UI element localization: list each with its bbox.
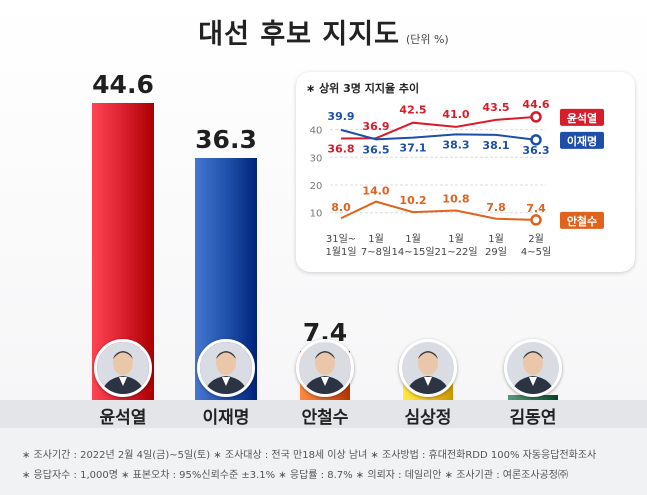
candidate-portrait-4 [399, 339, 457, 397]
data-label-2-2: 36.5 [362, 143, 389, 156]
trend-chart-title: ∗ 상위 3명 지지율 추이 [306, 80, 419, 96]
footer-line-1: ∗ 조사기간 : 2022년 2월 4일(금)~5일(토) ∗ 조사대상 : 전… [22, 450, 597, 461]
x-tick-5-1: 1월 [488, 233, 504, 245]
data-label-1-3: 42.5 [399, 104, 426, 117]
data-label-2-1: 39.9 [327, 110, 354, 123]
candidate-name-2: 이재명 [202, 408, 250, 428]
bar-value-label-2: 36.3 [195, 124, 257, 154]
bar-value-label-1: 44.6 [92, 69, 154, 99]
data-label-2-5: 38.1 [482, 139, 509, 152]
chart-title-row: 대선 후보 지지도 (단위 %) [0, 12, 647, 51]
legend-label-2: 이재명 [567, 134, 597, 148]
trend-title-mark: ∗ [306, 82, 316, 95]
name-strip [0, 400, 647, 428]
candidate-name-5: 김동연 [509, 408, 557, 428]
candidate-name-1: 윤석열 [99, 408, 147, 428]
trend-line-chart: 10 20 30 40 36.8 36.9 42.5 41.0 43.5 44.6 윤석열 39.9 3… [310, 98, 604, 258]
y-tick-20: 20 [310, 181, 323, 192]
data-label-1-1: 36.8 [327, 142, 354, 155]
x-tick-2-2: 7~8일 [361, 246, 391, 258]
data-label-1-5: 43.5 [482, 101, 509, 114]
series-endpoint-3 [530, 214, 542, 226]
x-tick-6-1: 2월 [528, 233, 544, 245]
legend-badge-2 [560, 131, 604, 149]
candidate-portrait-5 [504, 339, 562, 397]
trend-chart-panel: ∗ 상위 3명 지지율 추이 10 20 30 40 36.8 36.9 42.5 41.0 4… [296, 72, 635, 272]
data-label-3-3: 10.2 [399, 194, 426, 207]
y-tick-10: 10 [310, 209, 323, 220]
y-tick-40: 40 [310, 126, 323, 137]
candidate-name-4: 심상정 [404, 408, 452, 428]
data-label-3-2: 14.0 [362, 185, 389, 198]
series-endpoint-2 [530, 134, 542, 146]
x-tick-1-2: 1월1일 [325, 246, 356, 258]
candidate-portrait-1 [94, 339, 152, 397]
x-tick-6-2: 4~5일 [521, 246, 551, 258]
x-tick-2-1: 1월 [368, 233, 384, 245]
series-endpoint-1 [530, 111, 542, 123]
data-label-1-4: 41.0 [442, 108, 469, 121]
candidate-name-3: 안철수 [301, 408, 349, 428]
data-label-2-4: 38.3 [442, 138, 469, 151]
legend-label-1: 윤석열 [567, 111, 597, 125]
x-tick-5-2: 29일 [485, 246, 507, 258]
trend-title-text: 상위 3명 지지율 추이 [319, 82, 420, 95]
x-tick-3-1: 1월 [405, 233, 421, 245]
x-tick-1-1: 31일~ [326, 233, 356, 245]
legend-badge-3 [560, 211, 604, 229]
data-label-3-6: 7.4 [526, 202, 546, 215]
bar-5 [508, 395, 558, 400]
x-tick-4-1: 1월 [448, 233, 464, 245]
data-label-3-4: 10.8 [442, 192, 469, 205]
legend-label-3: 안철수 [567, 214, 597, 228]
candidate-portrait-2 [197, 339, 255, 397]
series-line-3 [340, 200, 537, 221]
y-tick-30: 30 [310, 153, 323, 164]
series-line-2 [340, 128, 537, 141]
legend-badge-1 [560, 108, 604, 126]
x-tick-3-2: 14~15일 [391, 246, 434, 258]
data-label-1-6: 44.6 [522, 98, 549, 111]
footer-line-2: ∗ 응답자수 : 1,000명 ∗ 표본오차 : 95%신뢰수준 ±3.1% ∗… [22, 470, 568, 481]
survey-footer: ∗ 조사기간 : 2022년 2월 4일(금)~5일(토) ∗ 조사대상 : 전… [0, 428, 647, 495]
data-label-3-1: 8.0 [331, 201, 351, 214]
data-label-3-5: 7.8 [486, 201, 506, 214]
candidate-portrait-3 [296, 339, 354, 397]
unit-note: (단위 %) [405, 33, 449, 46]
data-label-1-2: 36.9 [362, 120, 389, 133]
chart-title: 대선 후보 지지도 [198, 19, 400, 50]
x-tick-4-2: 21~22일 [434, 246, 477, 258]
data-label-2-6: 36.3 [522, 144, 549, 157]
data-label-2-3: 37.1 [399, 142, 426, 155]
